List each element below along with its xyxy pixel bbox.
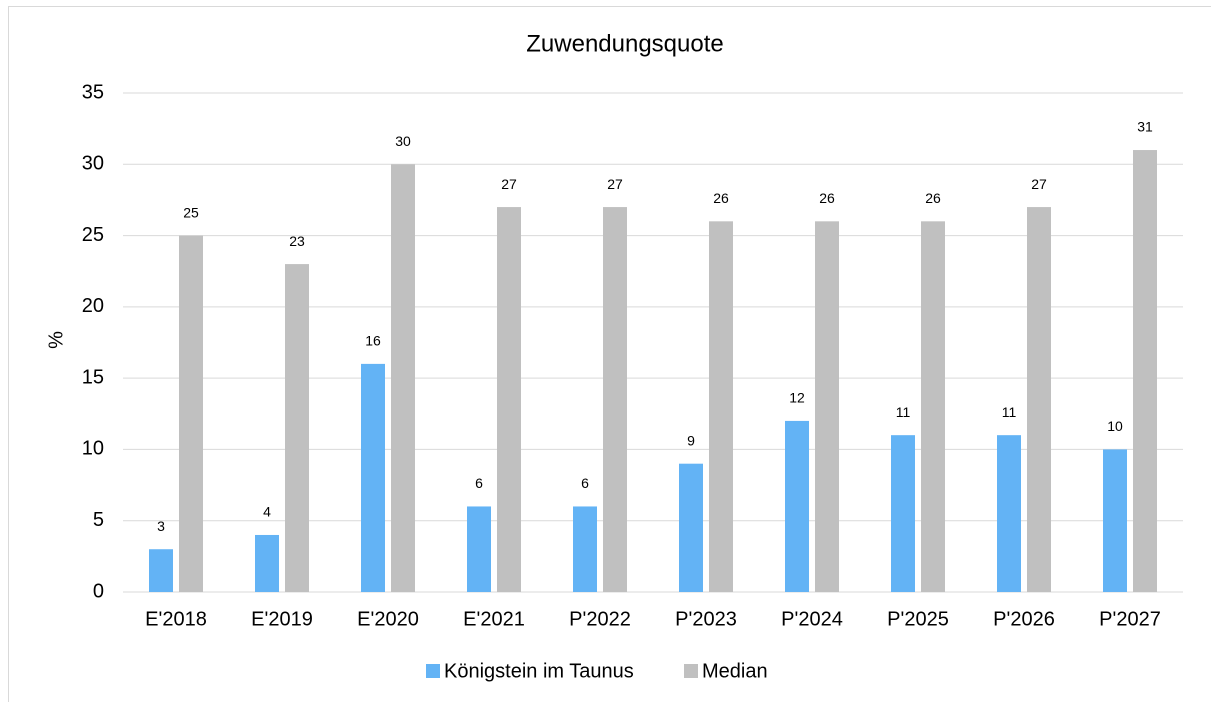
bar bbox=[679, 463, 703, 592]
data-label: 10 bbox=[1107, 418, 1123, 434]
data-label: 9 bbox=[687, 432, 695, 448]
x-tick-label: E'2020 bbox=[357, 608, 419, 630]
x-tick-label: E'2018 bbox=[145, 608, 207, 630]
y-tick-label: 25 bbox=[82, 224, 104, 246]
chart-title: Zuwendungsquote bbox=[526, 30, 723, 57]
bar bbox=[179, 235, 203, 593]
bar bbox=[815, 221, 839, 593]
x-tick-label: P'2027 bbox=[1099, 608, 1161, 630]
y-tick-label: 10 bbox=[82, 438, 104, 460]
bar bbox=[391, 164, 415, 593]
x-tick-label: P'2023 bbox=[675, 608, 737, 630]
bar bbox=[1103, 449, 1127, 592]
x-tick-label: P'2025 bbox=[887, 608, 949, 630]
x-tick-label: E'2021 bbox=[463, 608, 525, 630]
y-tick-label: 5 bbox=[93, 509, 104, 531]
legend-swatch bbox=[684, 664, 698, 678]
data-label: 6 bbox=[581, 475, 589, 491]
bar bbox=[1133, 150, 1157, 592]
x-tick-label: E'2019 bbox=[251, 608, 313, 630]
legend-label: Königstein im Taunus bbox=[444, 660, 634, 682]
data-label: 27 bbox=[607, 176, 623, 192]
data-label: 16 bbox=[365, 333, 381, 349]
bar bbox=[785, 420, 809, 592]
legend-label: Median bbox=[702, 660, 768, 682]
y-tick-label: 15 bbox=[82, 366, 104, 388]
y-tick-label: 30 bbox=[82, 153, 104, 175]
y-tick-label: 0 bbox=[93, 580, 104, 602]
y-tick-label: 20 bbox=[82, 295, 104, 317]
bar bbox=[997, 435, 1021, 592]
data-label: 12 bbox=[789, 390, 805, 406]
data-label: 3 bbox=[157, 518, 165, 534]
legend-swatch bbox=[426, 664, 440, 678]
data-label: 27 bbox=[1031, 176, 1047, 192]
data-label: 26 bbox=[819, 190, 835, 206]
chart-border bbox=[8, 6, 1211, 702]
bar bbox=[603, 207, 627, 593]
data-label: 27 bbox=[501, 176, 517, 192]
data-label: 26 bbox=[925, 190, 941, 206]
bar bbox=[285, 264, 309, 592]
y-tick-label: 35 bbox=[82, 81, 104, 103]
data-label: 6 bbox=[475, 475, 483, 491]
bar bbox=[497, 207, 521, 593]
bar bbox=[1027, 207, 1051, 593]
data-label: 31 bbox=[1137, 119, 1153, 135]
x-tick-label: P'2026 bbox=[993, 608, 1055, 630]
bar bbox=[149, 549, 173, 592]
bar bbox=[891, 435, 915, 592]
y-axis-label: % bbox=[45, 331, 67, 349]
data-label: 25 bbox=[183, 204, 199, 220]
bar bbox=[255, 534, 279, 592]
x-tick-label: P'2024 bbox=[781, 608, 843, 630]
bar bbox=[573, 506, 597, 592]
data-label: 4 bbox=[263, 504, 271, 520]
data-label: 23 bbox=[289, 233, 305, 249]
bar bbox=[921, 221, 945, 593]
bar bbox=[361, 363, 385, 592]
data-label: 26 bbox=[713, 190, 729, 206]
data-label: 11 bbox=[1002, 404, 1017, 420]
data-label: 11 bbox=[896, 404, 911, 420]
bar bbox=[709, 221, 733, 593]
x-tick-label: P'2022 bbox=[569, 608, 631, 630]
bar bbox=[467, 506, 491, 592]
data-label: 30 bbox=[395, 133, 411, 149]
